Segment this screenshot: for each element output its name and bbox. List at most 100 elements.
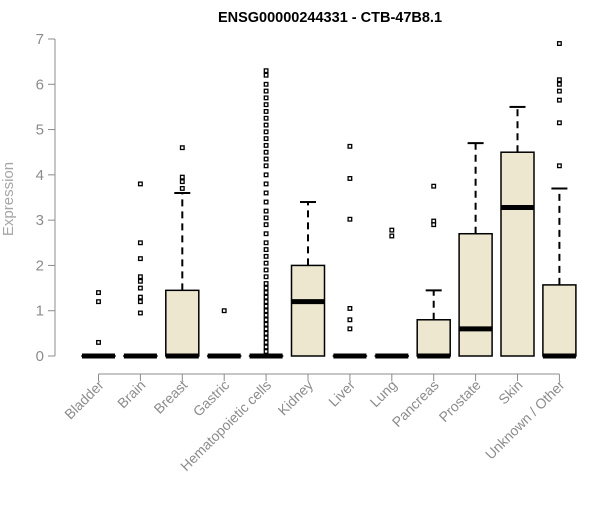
- iqr-box: [292, 265, 325, 356]
- outlier-point: [181, 187, 185, 191]
- outlier-point: [348, 307, 352, 311]
- outlier-point: [139, 295, 143, 299]
- outlier-point: [264, 295, 268, 299]
- outlier-point: [558, 164, 562, 168]
- outlier-point: [348, 318, 352, 322]
- outlier-point: [222, 309, 226, 313]
- outlier-point: [348, 145, 352, 149]
- outlier-point: [97, 300, 101, 304]
- outlier-point: [264, 282, 268, 286]
- outlier-point: [264, 275, 268, 279]
- box-2: [166, 146, 199, 356]
- outlier-point: [264, 200, 268, 204]
- x-tick-label: Kidney: [275, 377, 317, 419]
- outlier-point: [264, 110, 268, 114]
- iqr-box: [501, 152, 534, 356]
- outlier-point: [348, 177, 352, 181]
- box-11: [543, 42, 576, 356]
- chart-title: ENSG00000244331 - CTB-47B8.1: [218, 10, 442, 26]
- outlier-point: [139, 279, 143, 283]
- x-tick-label: Lung: [367, 377, 400, 410]
- iqr-box: [417, 320, 450, 356]
- y-tick-label: 5: [36, 122, 44, 139]
- box-0: [82, 291, 115, 356]
- y-tick-label: 2: [36, 257, 44, 274]
- outlier-point: [264, 123, 268, 127]
- outlier-point: [264, 157, 268, 161]
- outlier-point: [264, 248, 268, 252]
- outlier-point: [264, 69, 268, 73]
- outlier-point: [558, 78, 562, 82]
- outlier-point: [264, 182, 268, 186]
- outlier-point: [264, 73, 268, 77]
- outlier-point: [264, 345, 268, 349]
- outlier-point: [139, 241, 143, 245]
- outlier-point: [181, 180, 185, 184]
- y-tick-label: 3: [36, 212, 44, 229]
- outlier-point: [558, 82, 562, 86]
- outlier-point: [264, 82, 268, 86]
- outlier-point: [558, 89, 562, 93]
- outlier-point: [264, 89, 268, 93]
- outlier-point: [264, 164, 268, 168]
- outlier-point: [97, 291, 101, 295]
- outlier-point: [264, 300, 268, 304]
- outlier-point: [264, 150, 268, 154]
- outlier-point: [264, 144, 268, 148]
- x-tick-label: Brain: [114, 377, 148, 411]
- outlier-point: [264, 304, 268, 308]
- outlier-point: [264, 313, 268, 317]
- outlier-point: [558, 98, 562, 102]
- outlier-point: [264, 350, 268, 354]
- outlier-point: [264, 116, 268, 120]
- outlier-point: [264, 327, 268, 331]
- outlier-point: [432, 219, 436, 223]
- outlier-point: [264, 332, 268, 336]
- outlier-point: [264, 261, 268, 265]
- x-tick-label: Bladder: [61, 377, 107, 423]
- iqr-box: [459, 234, 492, 356]
- box-5: [292, 202, 325, 356]
- outlier-point: [264, 223, 268, 227]
- outlier-point: [264, 309, 268, 313]
- outlier-point: [390, 228, 394, 232]
- outlier-point: [139, 275, 143, 279]
- x-tick-label: Breast: [150, 377, 190, 417]
- outlier-point: [348, 327, 352, 331]
- outlier-point: [139, 257, 143, 261]
- outlier-point: [390, 234, 394, 238]
- y-axis-label: Expression: [0, 162, 17, 236]
- outlier-point: [264, 137, 268, 141]
- outlier-point: [181, 146, 185, 150]
- outlier-point: [264, 323, 268, 327]
- outlier-point: [264, 268, 268, 272]
- outlier-point: [264, 341, 268, 345]
- y-tick-label: 0: [36, 348, 44, 365]
- outlier-point: [139, 311, 143, 315]
- outlier-point: [264, 173, 268, 177]
- box-6: [333, 145, 366, 356]
- box-8: [417, 184, 450, 356]
- outlier-point: [181, 175, 185, 179]
- outlier-point: [348, 217, 352, 221]
- outlier-point: [97, 341, 101, 345]
- outlier-point: [558, 42, 562, 46]
- outlier-point: [264, 96, 268, 100]
- outlier-point: [264, 241, 268, 245]
- outlier-point: [264, 191, 268, 195]
- outlier-point: [264, 336, 268, 340]
- y-tick-label: 1: [36, 303, 44, 320]
- box-1: [124, 182, 157, 356]
- outlier-point: [139, 300, 143, 304]
- outlier-point: [264, 209, 268, 213]
- outlier-point: [139, 182, 143, 186]
- outlier-point: [264, 286, 268, 290]
- outlier-point: [139, 286, 143, 290]
- x-tick-label: Pancreas: [389, 377, 442, 430]
- x-tick-label: Unknown / Other: [482, 377, 568, 463]
- outlier-point: [432, 184, 436, 188]
